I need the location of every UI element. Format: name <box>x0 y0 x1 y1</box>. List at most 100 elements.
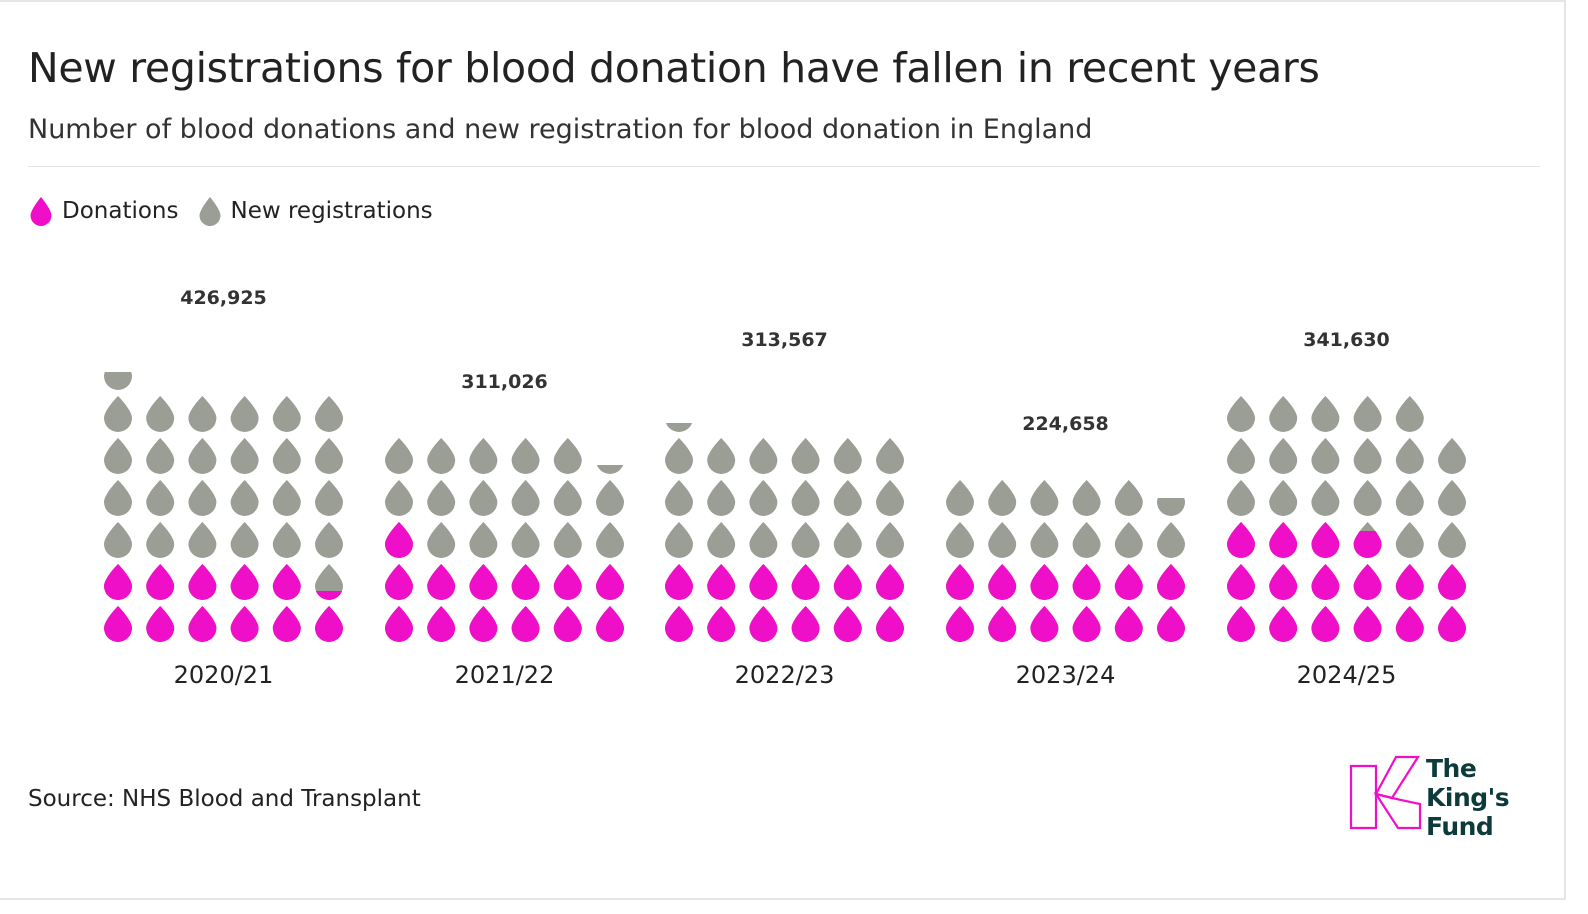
chart-frame <box>0 0 1566 900</box>
registration-drop <box>596 522 624 558</box>
registration-drop <box>1438 438 1466 474</box>
donation-drop <box>1311 606 1340 642</box>
logo-line-3: Fund <box>1426 812 1494 841</box>
drop <box>469 438 498 474</box>
registration-drop <box>104 480 132 516</box>
drop <box>469 606 498 642</box>
drop <box>1353 396 1382 432</box>
drop <box>1395 564 1424 600</box>
donation-drop <box>665 606 693 642</box>
drop <box>876 438 904 474</box>
registration-drop <box>1227 480 1255 516</box>
drop <box>315 396 343 432</box>
registration-drop <box>511 522 540 558</box>
registration-drop <box>791 438 820 474</box>
registration-drop <box>833 438 862 474</box>
registration-drop <box>1114 480 1143 516</box>
drop <box>230 438 259 474</box>
drop <box>272 438 301 474</box>
drop <box>188 480 217 516</box>
drop <box>104 606 132 642</box>
drop <box>188 564 217 600</box>
registration-drop <box>469 438 498 474</box>
drop <box>833 438 862 474</box>
registration-drop <box>791 522 820 558</box>
drop <box>1157 498 1185 516</box>
donation-drop <box>791 564 820 600</box>
registration-drop <box>1311 438 1340 474</box>
drop <box>1395 396 1424 432</box>
drop <box>749 438 778 474</box>
drop <box>876 606 904 642</box>
drop <box>1114 522 1143 558</box>
drop <box>385 522 413 558</box>
drop <box>146 564 175 600</box>
drop <box>146 438 175 474</box>
registration-drop <box>315 396 343 432</box>
drop <box>1227 606 1255 642</box>
registration-drop <box>1395 522 1424 558</box>
registration-drop <box>596 465 624 474</box>
drop <box>665 564 693 600</box>
registration-drop <box>1395 438 1424 474</box>
donation-drop <box>707 564 736 600</box>
drop <box>1269 522 1298 558</box>
drop <box>104 396 132 432</box>
drop <box>665 606 693 642</box>
donation-drop <box>188 564 217 600</box>
drop <box>1114 606 1143 642</box>
legend-label-donations: Donations <box>62 198 179 224</box>
registration-drop <box>1269 480 1298 516</box>
donation-drop <box>876 606 904 642</box>
donation-drop <box>1395 606 1424 642</box>
registration-drop <box>146 522 175 558</box>
registration-drop <box>988 480 1017 516</box>
registration-drop <box>272 480 301 516</box>
donation-drop <box>1114 606 1143 642</box>
category-label: 2024/25 <box>1297 661 1397 689</box>
drop-icon <box>199 197 220 226</box>
drop <box>104 522 132 558</box>
pictogram-chart: 426,925 2020/21 311,026 2021/22 313,567 2022/… <box>104 287 1466 689</box>
registration-drop <box>230 396 259 432</box>
drop <box>791 480 820 516</box>
donation-drop <box>749 606 778 642</box>
drop <box>315 480 343 516</box>
donation-drop <box>511 606 540 642</box>
value-label: 341,630 <box>1303 329 1390 351</box>
drop <box>1114 564 1143 600</box>
drop <box>104 480 132 516</box>
drop <box>1227 396 1255 432</box>
drop <box>946 522 974 558</box>
donation-drop <box>1114 564 1143 600</box>
drop <box>876 564 904 600</box>
registration-drop <box>272 438 301 474</box>
registration-drop <box>1269 438 1298 474</box>
category-label: 2023/24 <box>1016 661 1116 689</box>
drop <box>385 438 413 474</box>
drop <box>1030 564 1059 600</box>
drop <box>665 480 693 516</box>
drop <box>791 438 820 474</box>
value-label: 311,026 <box>461 371 548 393</box>
drop <box>427 606 456 642</box>
donation-drop <box>385 522 413 558</box>
registration-drop <box>707 522 736 558</box>
drop <box>749 606 778 642</box>
registration-drop <box>272 396 301 432</box>
drop <box>1438 606 1466 642</box>
drop <box>1311 480 1340 516</box>
drop <box>511 438 540 474</box>
donation-drop <box>553 606 582 642</box>
donation-drop <box>833 564 862 600</box>
donation-drop <box>1311 564 1340 600</box>
registration-drop <box>1072 522 1101 558</box>
donation-drop <box>146 564 175 600</box>
drop <box>1311 522 1340 558</box>
drop <box>665 423 693 432</box>
drop <box>230 564 259 600</box>
donation-drop <box>946 606 974 642</box>
drop <box>469 522 498 558</box>
registration-drop <box>146 396 175 432</box>
registration-drop <box>385 438 413 474</box>
